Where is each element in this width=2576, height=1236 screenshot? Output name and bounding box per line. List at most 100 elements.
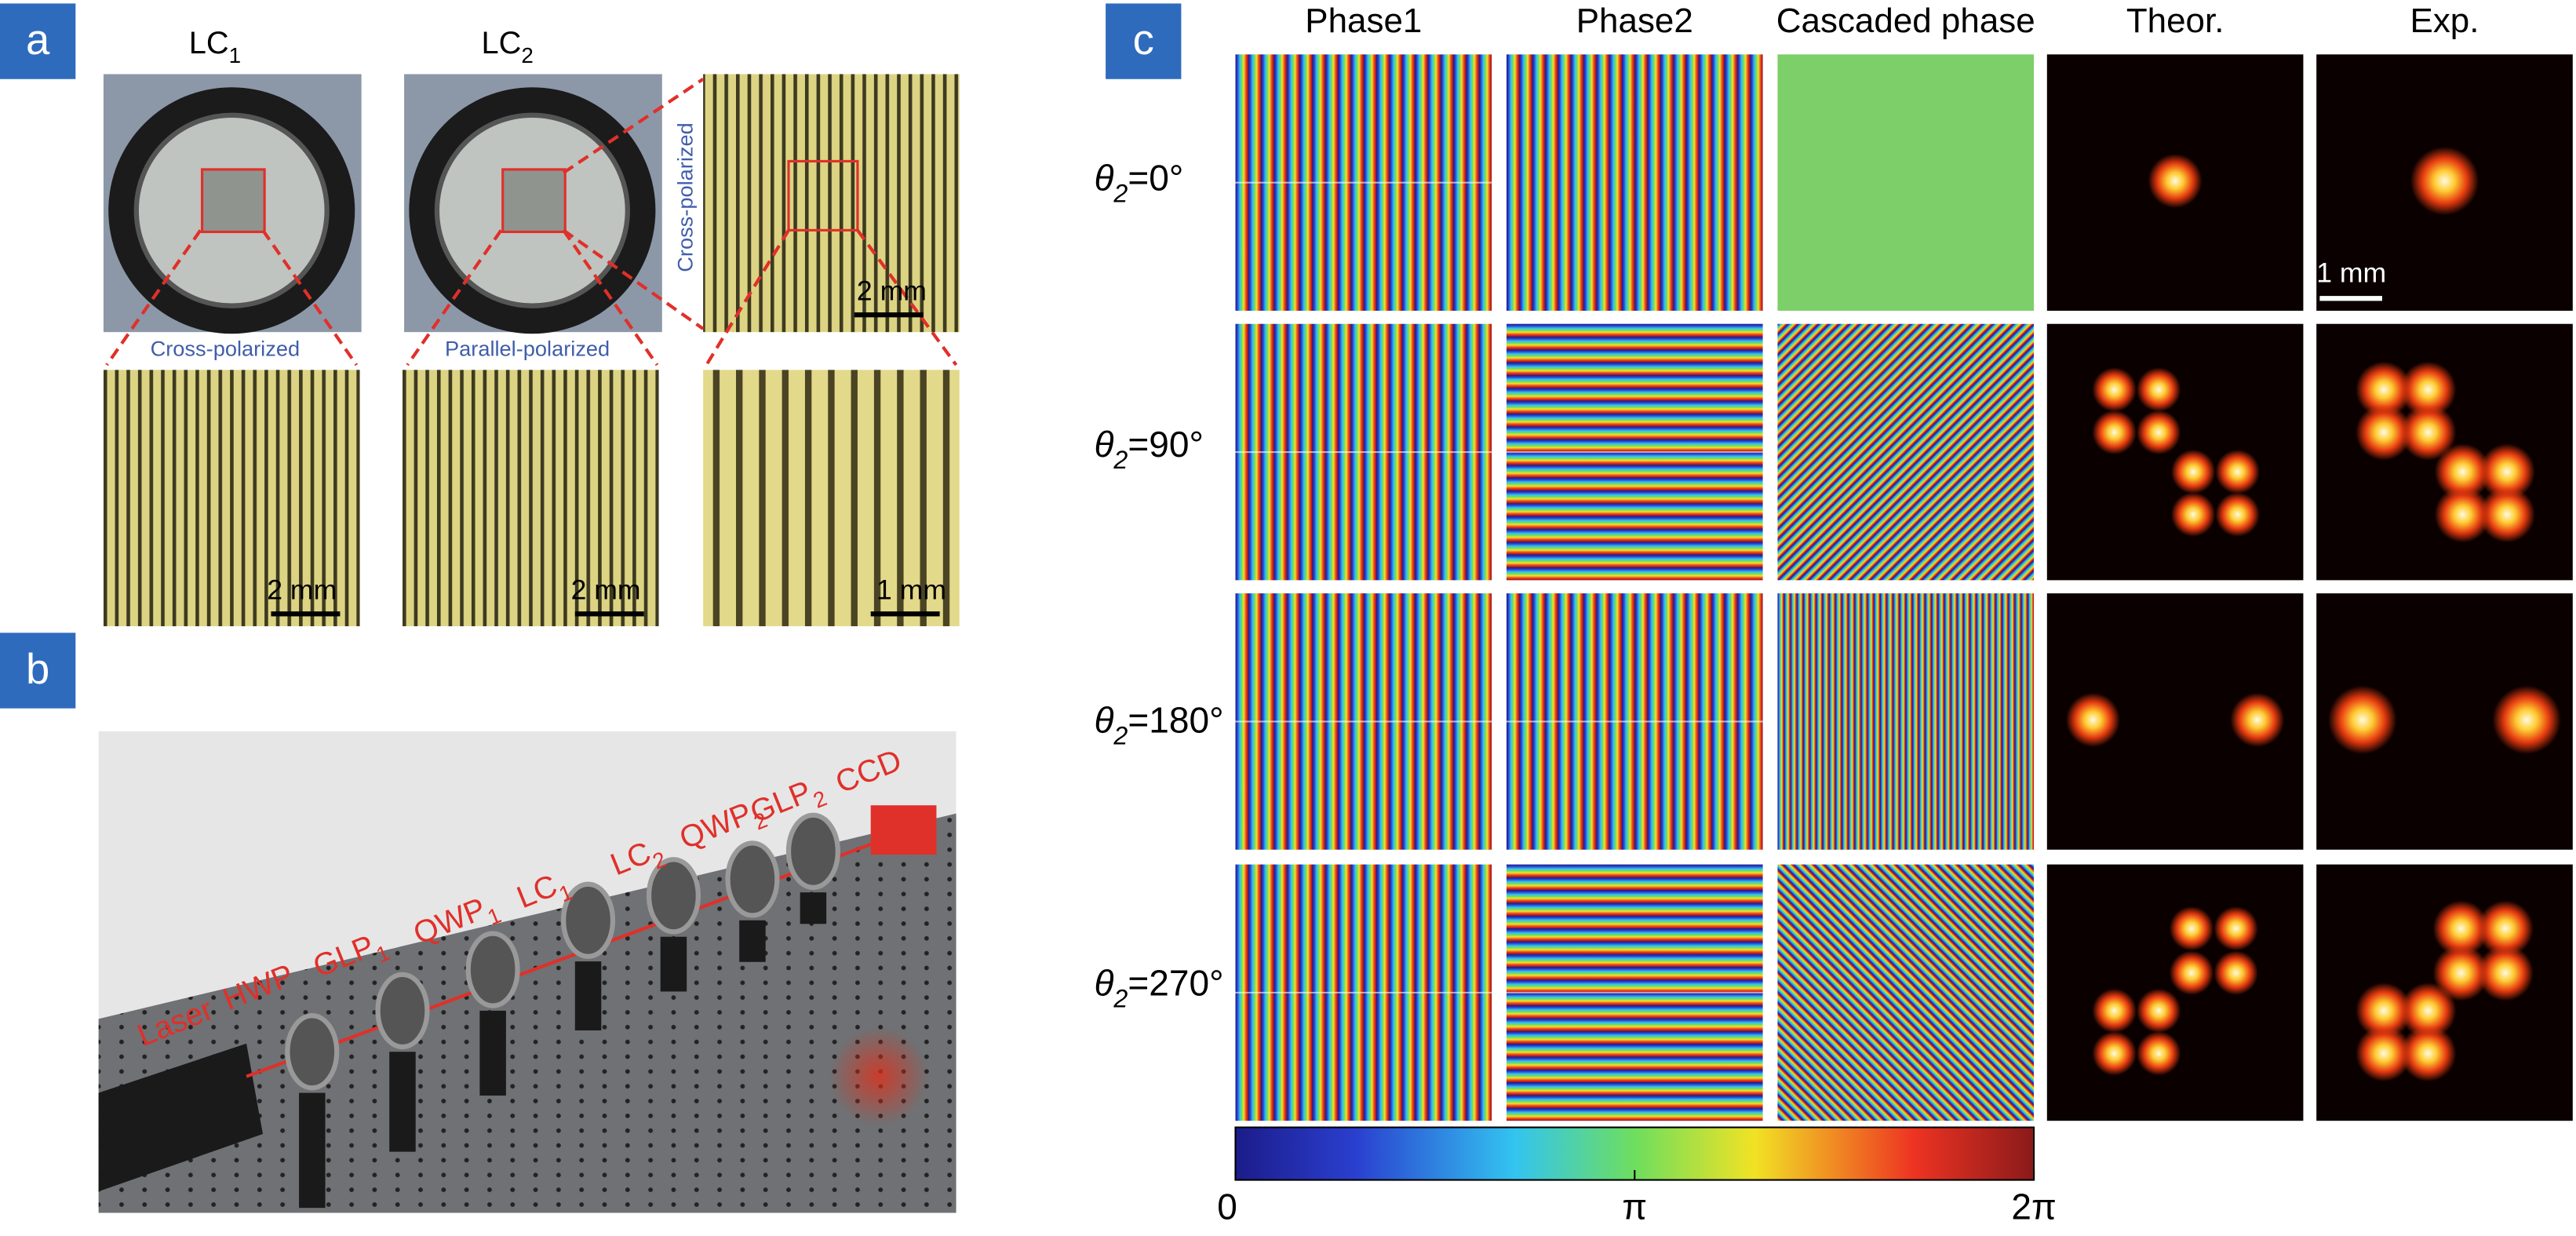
mount: [561, 881, 616, 959]
scale-bar: [2319, 296, 2382, 301]
beam-spot: [2136, 988, 2181, 1034]
beam-spot: [2356, 983, 2412, 1039]
caption: Parallel-polarized: [445, 336, 610, 360]
laser: [98, 1043, 263, 1192]
scale-bar-label: 2 mm: [267, 574, 337, 605]
scale-bar-label: 1 mm: [2316, 257, 2386, 288]
beam-spot: [2230, 692, 2285, 747]
beam-spot: [2170, 492, 2216, 537]
post: [800, 892, 827, 924]
beam-spot: [2434, 486, 2491, 543]
beam-spot: [2432, 944, 2490, 1001]
panel-label: b: [26, 645, 49, 693]
lc-label: LC1: [189, 25, 241, 67]
mount: [465, 931, 520, 1008]
fringe-image: [703, 74, 960, 333]
panel-label-box: [0, 3, 76, 79]
beam-spot: [2328, 685, 2397, 755]
beam-spot: [2136, 1031, 2181, 1076]
beam-spot: [2399, 361, 2457, 418]
phase-map: [1777, 323, 2035, 581]
mount: [725, 840, 780, 918]
post: [574, 961, 602, 1031]
panel-label-box: [1106, 3, 1182, 79]
beam-spot: [2215, 492, 2260, 537]
beam-spot: [2356, 361, 2412, 418]
scale-bar: [870, 611, 940, 617]
label-part: =0°: [1128, 158, 1183, 199]
beam-spot: [2410, 146, 2479, 216]
subscript: 2: [1113, 179, 1128, 207]
roi: [787, 159, 859, 232]
beam-spot: [2092, 367, 2137, 412]
colorbar-tick-label: 0: [1217, 1186, 1237, 1227]
beam-spot: [2479, 486, 2535, 543]
label-part: =90°: [1128, 424, 1204, 465]
beam-spot: [2434, 443, 2491, 500]
beam-spot: [2136, 367, 2181, 412]
beam-spot: [2136, 410, 2181, 455]
beam: [246, 837, 888, 1078]
beam-spot: [2356, 404, 2412, 461]
phase-map: [1506, 54, 1763, 311]
beam-spot: [2213, 906, 2258, 951]
mount: [375, 972, 430, 1050]
beam-spot: [2477, 944, 2534, 1001]
beam-spot: [2092, 410, 2137, 455]
column-header: Cascaded phase: [1776, 2, 2035, 40]
column-header: Theor.: [2126, 2, 2224, 40]
panel-label-box: [0, 633, 76, 709]
arrow: [562, 229, 659, 366]
label-part: =180°: [1128, 700, 1223, 741]
column-header: Phase1: [1305, 2, 1422, 40]
label-part: θ: [1094, 700, 1113, 741]
beam-spot: [2065, 692, 2120, 747]
beam-spot: [2213, 950, 2258, 996]
arrow: [856, 229, 958, 366]
beam-spot: [2399, 1025, 2457, 1082]
column-header: Exp.: [2410, 2, 2479, 40]
fringe-image: [103, 370, 360, 626]
colorbar-tick-label: 2π: [2011, 1186, 2056, 1227]
row-label: θ2=270°: [1094, 963, 1223, 1012]
ccd: [870, 805, 937, 855]
beam-spot: [2399, 983, 2457, 1039]
beam-spot: [2169, 906, 2214, 951]
arrow: [562, 78, 705, 174]
beam-image: [2046, 323, 2304, 581]
post: [660, 936, 687, 992]
lc-label: LC2: [481, 25, 533, 67]
row-label: θ2=180°: [1094, 700, 1223, 749]
arrow: [705, 229, 790, 366]
beam-spot: [2169, 950, 2214, 996]
beam-spot: [2479, 443, 2535, 500]
label-part: LC: [189, 25, 229, 60]
subscript: 2: [1113, 984, 1128, 1012]
arrow: [406, 229, 503, 366]
roi: [501, 168, 567, 234]
column-header: Phase2: [1576, 2, 1693, 40]
scale-bar: [574, 611, 644, 617]
phase-map: [1777, 864, 2035, 1121]
fringe-image: [402, 370, 659, 626]
beam-image: [2046, 864, 2304, 1121]
arrow: [261, 229, 359, 366]
colorbar-tick-label: π: [1622, 1186, 1647, 1227]
post: [739, 920, 766, 962]
scale-bar: [854, 312, 924, 318]
mount: [785, 812, 840, 891]
scale-bar-label: 2 mm: [571, 574, 641, 605]
beam-spot: [2356, 1025, 2412, 1082]
label-part: =270°: [1128, 963, 1223, 1004]
panel-label: a: [26, 16, 50, 64]
caption: Cross-polarized: [151, 336, 300, 360]
label-part: θ: [1094, 158, 1113, 199]
post: [299, 1092, 326, 1209]
mount: [285, 1013, 340, 1091]
panel-label: c: [1133, 16, 1154, 64]
label-part: θ: [1094, 424, 1113, 465]
subscript: 1: [229, 43, 241, 67]
row-label: θ2=0°: [1094, 158, 1183, 207]
subscript: 2: [521, 43, 533, 67]
